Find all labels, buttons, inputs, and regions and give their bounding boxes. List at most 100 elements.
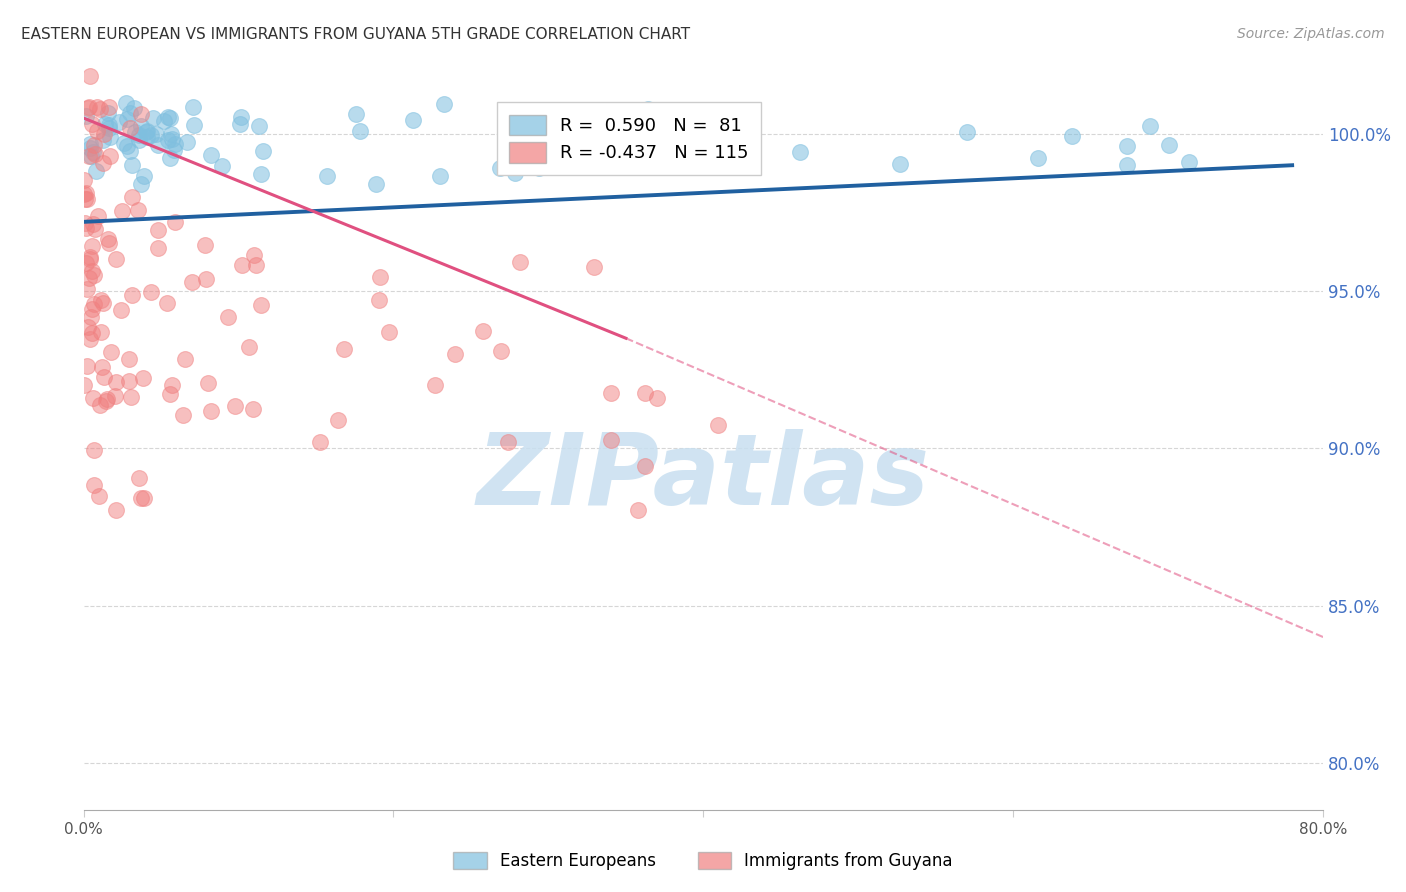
Point [94, 117, 117, 131]
Point [425, 378, 447, 392]
Point [115, 112, 138, 126]
Point [80, 326, 103, 340]
Point [79, 250, 101, 264]
Point [82, 264, 104, 278]
Point [496, 435, 519, 450]
Point [717, 105, 740, 120]
Point [83, 138, 105, 153]
Point [224, 399, 246, 413]
Point [86, 100, 108, 114]
Point [955, 125, 977, 139]
Point [82, 302, 104, 317]
Legend: Eastern Europeans, Immigrants from Guyana: Eastern Europeans, Immigrants from Guyan… [447, 845, 959, 877]
Point [105, 252, 128, 266]
Point [1060, 128, 1083, 143]
Point [118, 351, 141, 366]
Point [173, 351, 195, 366]
Point [83, 268, 105, 282]
Point [97, 232, 120, 246]
Point [132, 371, 155, 385]
Point [129, 491, 152, 505]
Point [163, 215, 186, 229]
Point [112, 136, 135, 151]
Point [142, 111, 165, 125]
Point [1026, 151, 1049, 165]
Point [76, 320, 98, 334]
Point [333, 342, 356, 356]
Point [139, 128, 162, 143]
Point [316, 169, 339, 184]
Point [889, 157, 911, 171]
Point [718, 134, 741, 148]
Point [117, 139, 139, 153]
Point [90, 293, 112, 308]
Point [194, 272, 217, 286]
Point [79, 136, 101, 151]
Point [627, 503, 650, 517]
Point [104, 389, 127, 403]
Point [135, 130, 157, 145]
Point [89, 103, 111, 117]
Point [129, 177, 152, 191]
Point [1115, 139, 1137, 153]
Point [527, 161, 550, 175]
Point [105, 502, 128, 516]
Point [97, 235, 120, 250]
Point [194, 238, 217, 252]
Point [634, 459, 657, 474]
Point [87, 209, 110, 223]
Point [432, 97, 454, 112]
Point [197, 376, 219, 390]
Point [120, 390, 142, 404]
Point [73, 187, 96, 202]
Point [100, 344, 122, 359]
Point [250, 298, 273, 312]
Point [76, 192, 98, 206]
Point [82, 145, 104, 159]
Point [789, 145, 811, 159]
Point [238, 340, 260, 354]
Point [308, 434, 330, 449]
Point [534, 157, 557, 171]
Point [91, 296, 114, 310]
Point [599, 434, 621, 448]
Point [121, 157, 143, 171]
Point [120, 120, 142, 135]
Point [146, 241, 169, 255]
Point [77, 101, 100, 115]
Point [82, 392, 104, 406]
Point [163, 136, 186, 151]
Point [91, 360, 114, 375]
Point [159, 387, 181, 401]
Point [93, 156, 115, 170]
Point [211, 159, 233, 173]
Point [634, 385, 657, 400]
Point [153, 113, 176, 128]
Point [80, 238, 103, 252]
Point [76, 281, 98, 295]
Point [583, 260, 606, 275]
Point [93, 127, 115, 141]
Text: Source: ZipAtlas.com: Source: ZipAtlas.com [1237, 27, 1385, 41]
Point [472, 324, 495, 338]
Point [122, 101, 145, 115]
Point [129, 120, 152, 134]
Point [176, 135, 198, 149]
Point [245, 259, 267, 273]
Point [242, 401, 264, 416]
Point [79, 100, 101, 114]
Point [79, 141, 101, 155]
Point [132, 491, 155, 505]
Point [181, 100, 204, 114]
Point [79, 252, 101, 266]
Point [217, 310, 239, 325]
Point [157, 133, 180, 147]
Point [1115, 158, 1137, 172]
Point [349, 124, 371, 138]
Point [429, 169, 451, 183]
Point [159, 112, 181, 126]
Point [145, 128, 167, 142]
Point [97, 106, 120, 120]
Point [181, 276, 204, 290]
Point [77, 149, 100, 163]
